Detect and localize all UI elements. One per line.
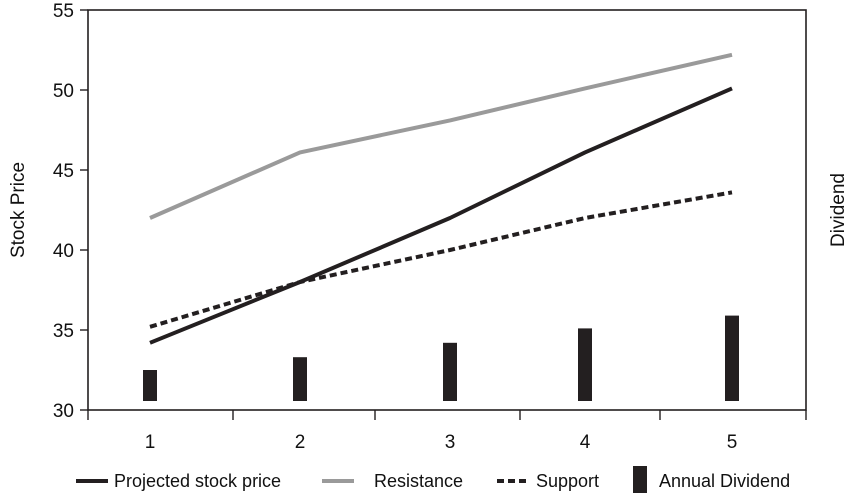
- y2-axis-title: Dividend: [828, 173, 849, 247]
- x-tick-label: 3: [445, 432, 456, 453]
- dividend-bar: [143, 370, 157, 401]
- x-tick-label: 2: [295, 432, 306, 453]
- y-axis-ticks: 30 35 40 45 50 55: [53, 1, 88, 422]
- y-tick-label: 40: [53, 241, 74, 262]
- legend-label: Projected stock price: [114, 471, 281, 491]
- y-tick-label: 50: [53, 81, 74, 102]
- legend: Projected stock price Resistance Support An…: [76, 466, 790, 493]
- x-tick-label: 1: [145, 432, 156, 453]
- dividend-bar: [293, 357, 307, 401]
- series-line-resistance: [149, 52, 733, 220]
- legend-label: Annual Dividend: [659, 471, 790, 491]
- dividend-bar: [443, 342, 457, 401]
- y-tick-label: 55: [53, 1, 74, 22]
- y-axis-title: Stock Price: [8, 162, 29, 258]
- y-tick-label: 45: [53, 161, 74, 182]
- x-axis-ticks: 1 2 3 4 5: [87, 410, 807, 453]
- x-tick-label: 4: [580, 432, 591, 453]
- dividend-bars: [143, 315, 739, 401]
- dividend-bar: [725, 315, 739, 401]
- legend-label: Support: [536, 471, 599, 491]
- legend-swatch: [633, 466, 647, 493]
- series-line-support: [149, 190, 733, 329]
- plot-frame: [87, 9, 807, 411]
- y-tick-label: 30: [53, 401, 74, 422]
- series-line-projected-stock-price: [149, 86, 733, 345]
- legend-label: Resistance: [374, 471, 463, 491]
- y-tick-label: 35: [53, 321, 74, 342]
- dividend-bar: [578, 328, 592, 401]
- x-tick-label: 5: [727, 432, 738, 453]
- series-lines: [149, 52, 733, 345]
